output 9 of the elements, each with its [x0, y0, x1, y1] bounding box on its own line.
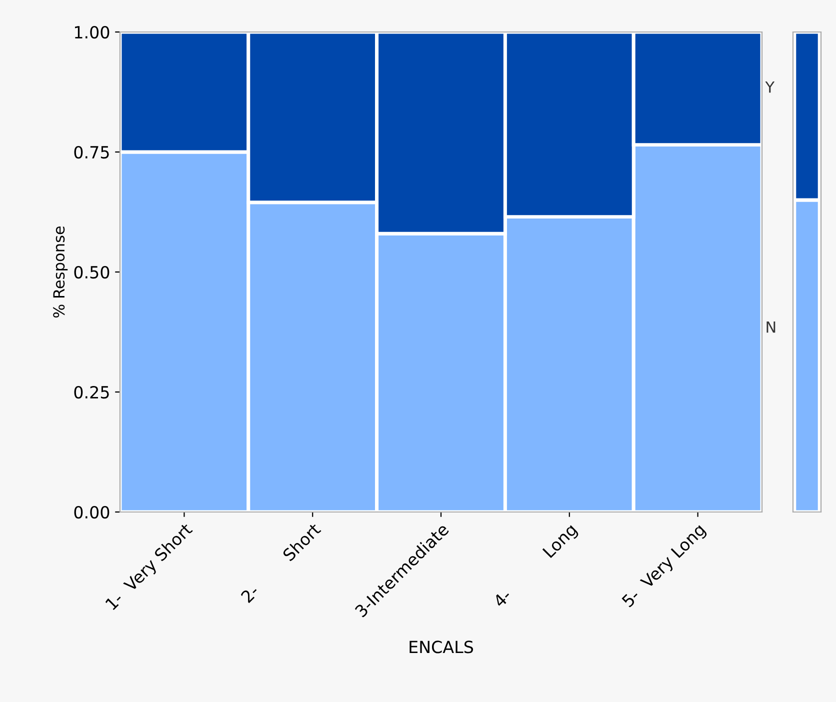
y-tick-label: 0.50: [74, 266, 110, 279]
y-tick-label: 0.75: [74, 146, 109, 159]
y-tick-label: 0.25: [74, 386, 109, 399]
series-label: Y: [765, 81, 775, 93]
y-tick-label: 0.00: [74, 506, 110, 519]
y-axis-title: % Response: [53, 226, 68, 318]
series-label: N: [766, 321, 776, 333]
x-axis-title: ENCALS: [410, 640, 474, 654]
y-tick-label: 1.00: [75, 26, 110, 39]
